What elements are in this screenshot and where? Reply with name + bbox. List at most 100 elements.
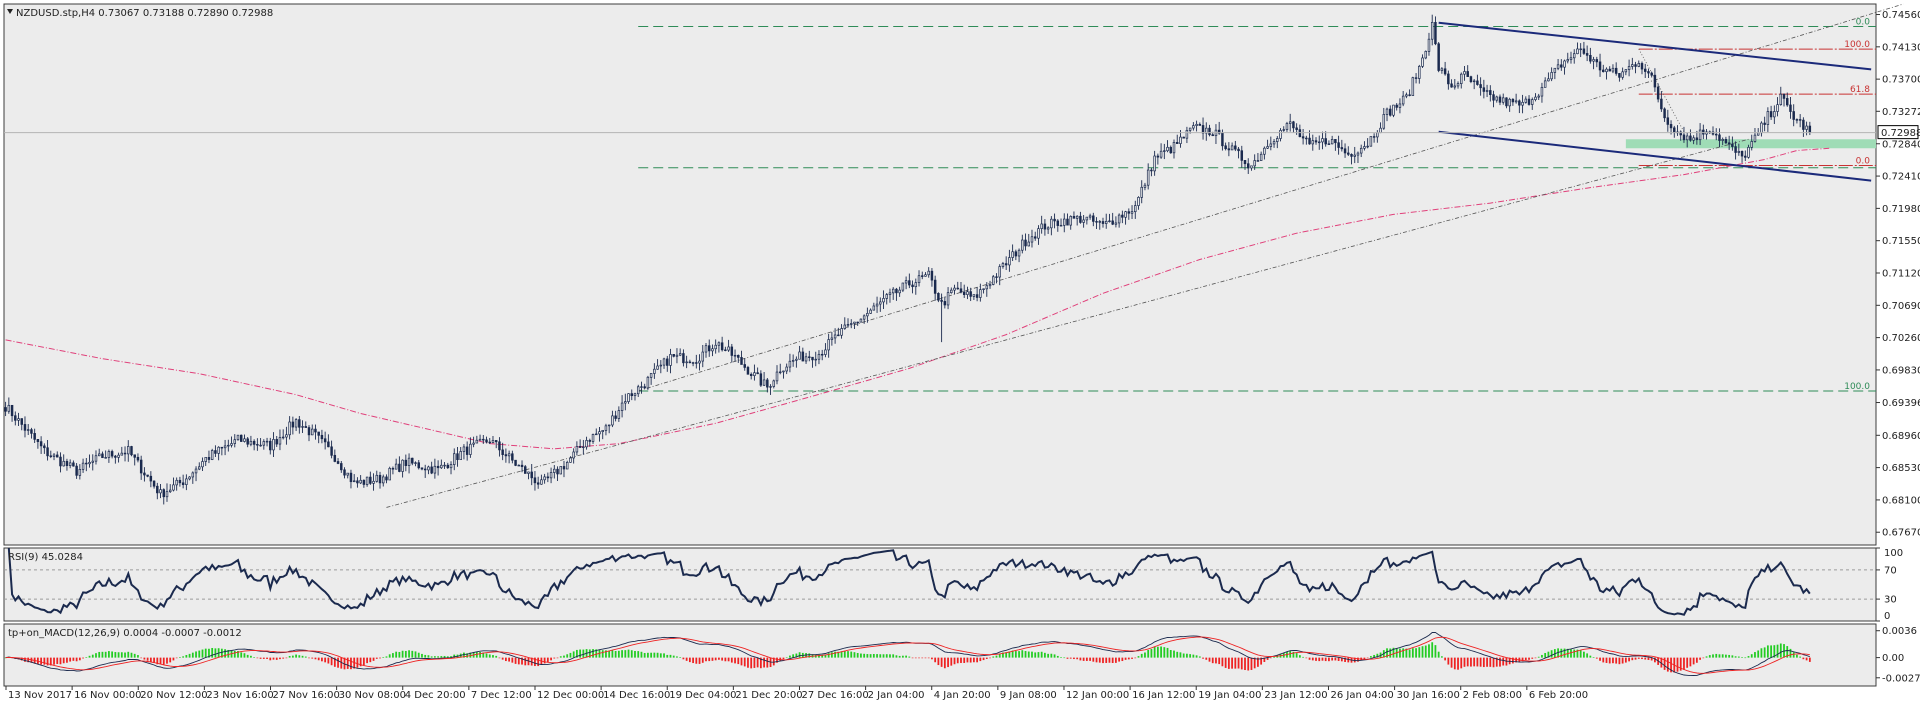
candle-body (527, 471, 530, 474)
candle-body (788, 360, 792, 368)
candle-body (1508, 98, 1511, 107)
macd-bar (1031, 651, 1033, 658)
candle-body (1037, 228, 1040, 239)
macd-bar (191, 652, 194, 658)
candle-body (1411, 77, 1415, 96)
candle-body (1760, 122, 1763, 134)
candle-body (762, 379, 766, 386)
candle-body (1159, 150, 1163, 158)
candle-body (272, 439, 275, 451)
price-axis[interactable]: 0.74560 0.74130 0.73700 0.73272 0.72840 0.724… (1876, 10, 1920, 539)
macd-bar (1415, 648, 1417, 658)
candle-body (1460, 73, 1463, 84)
macd-bar (53, 657, 55, 665)
fib-level-label: 100.0 (1844, 382, 1870, 392)
macd-bar (1705, 656, 1708, 658)
candle-body (1259, 153, 1263, 161)
macd-bar (1450, 657, 1453, 668)
candle-body (1589, 54, 1592, 62)
time-tick-label: 6 Feb 20:00 (1529, 690, 1588, 701)
candle-body (966, 291, 969, 295)
candle-body (178, 479, 182, 484)
candle-body (1104, 220, 1108, 224)
candle-body (310, 428, 314, 436)
fibonacci-green-levels: 0.0 100.0 (638, 18, 1876, 392)
candle-body (669, 354, 672, 366)
candle-body (394, 463, 398, 470)
candle-body (152, 480, 156, 487)
macd-bar (895, 655, 898, 658)
time-tick-label: 14 Dec 16:00 (603, 690, 670, 701)
macd-bar (1737, 656, 1740, 658)
macd-bar (1344, 657, 1346, 662)
macd-bar (1021, 650, 1024, 658)
candle-body (1702, 129, 1705, 135)
candle-body (636, 386, 640, 395)
candle-body (1069, 216, 1072, 226)
macd-bar (40, 657, 43, 665)
candle-body (75, 465, 78, 476)
candle-body (543, 476, 546, 481)
macd-bar (243, 653, 246, 658)
moving-average-line (5, 147, 1830, 450)
macd-bar (1405, 648, 1408, 658)
candle-body (194, 468, 198, 474)
candle-body (1230, 145, 1234, 151)
macd-bar (572, 651, 575, 658)
candle-body (1685, 135, 1689, 141)
macd-bar (511, 657, 514, 663)
candle-body (159, 489, 162, 494)
macd-bar (1608, 657, 1611, 664)
macd-panel[interactable]: tp+on_MACD(12,26,9) 0.0004 -0.0007 -0.00… (3, 623, 1920, 687)
macd-bar (182, 656, 185, 658)
macd-bar (617, 650, 620, 658)
candle-body (833, 334, 837, 339)
candle-body (23, 424, 27, 431)
candle-body (1169, 146, 1173, 154)
candle-body (30, 429, 33, 434)
macd-bar (1434, 645, 1437, 658)
candle-body (388, 467, 391, 481)
macd-bar (1595, 657, 1598, 659)
price-tick-label: 0.69396 (1882, 398, 1920, 409)
macd-bar (1715, 653, 1718, 658)
macd-tick-label: 0.0036 (1882, 626, 1917, 637)
candle-body (1485, 90, 1489, 92)
macd-bar (759, 657, 762, 669)
candle-body (1188, 127, 1192, 131)
candle-body (1337, 142, 1340, 148)
candle-body (585, 440, 588, 448)
candle-body (737, 354, 740, 358)
candle-body (882, 298, 885, 303)
rsi-panel[interactable]: RSI(9) 45.0284 100 70 30 0 (3, 547, 1903, 622)
macd-bar (582, 649, 585, 658)
candle-body (672, 354, 675, 357)
candle-body (950, 289, 953, 294)
trendlines[interactable] (386, 3, 1904, 508)
macd-bar (250, 655, 252, 658)
macd-bar (446, 656, 449, 658)
candle-body (914, 282, 918, 288)
time-tick-label: 19 Dec 04:00 (669, 690, 736, 701)
candle-body (756, 372, 759, 375)
price-tick-label: 0.74560 (1882, 10, 1920, 21)
macd-bar (808, 653, 811, 658)
macd-bar (885, 654, 888, 658)
macd-bar (837, 651, 840, 658)
macd-bar (1408, 649, 1411, 658)
macd-bar (995, 655, 998, 658)
candle-body (7, 404, 11, 412)
candle-body (43, 445, 46, 449)
macd-bar (101, 651, 104, 658)
price-panel[interactable]: 0.0 100.0 100.0 61.8 0.0 NZDUSD.stp,H4 0.73… (3, 3, 1920, 546)
candle-body (1656, 86, 1660, 100)
candle-body (640, 386, 643, 388)
candle-body (417, 462, 420, 469)
macd-bar (1402, 648, 1405, 658)
macd-bar (1269, 657, 1272, 659)
candle-body (46, 447, 49, 457)
candle-body (298, 419, 301, 428)
trendline-channel-lower (1438, 130, 1872, 182)
macd-bar (1111, 657, 1114, 664)
